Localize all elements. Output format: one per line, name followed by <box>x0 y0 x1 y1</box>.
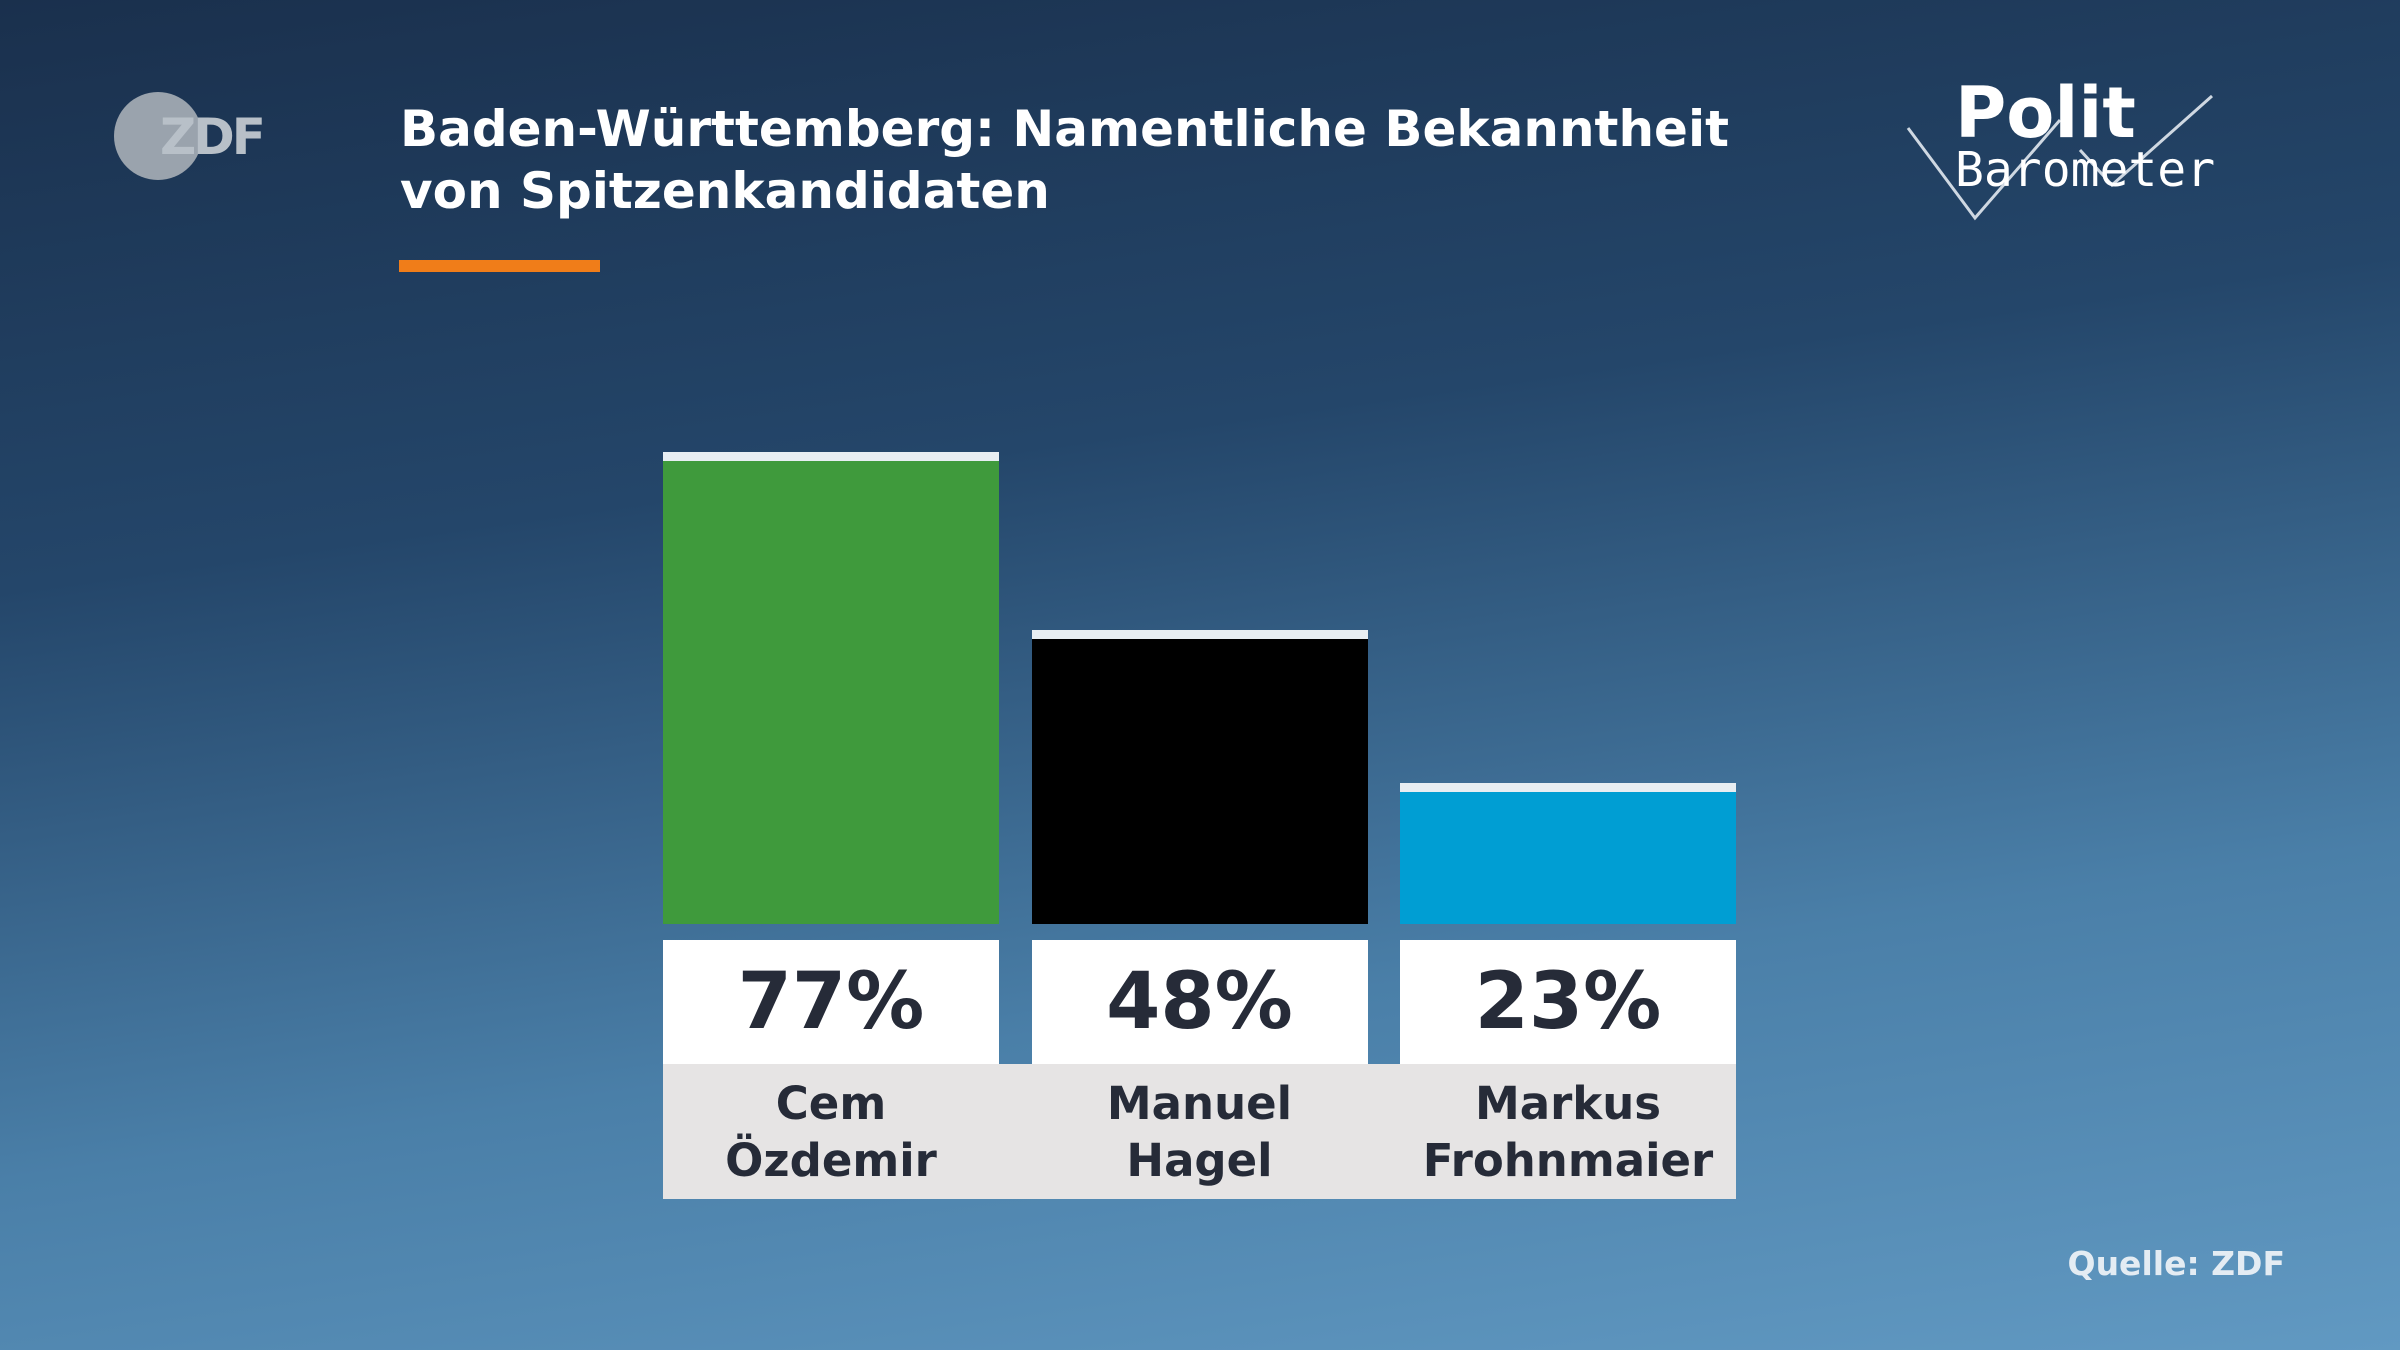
logo-circle <box>114 92 202 180</box>
category-label: Cem Özdemir <box>725 1076 937 1187</box>
brand-bottom: Barometer <box>1955 142 2216 198</box>
title-underline <box>399 260 600 272</box>
category-label: Markus Frohnmaier <box>1422 1076 1714 1187</box>
bar <box>663 451 999 924</box>
source: Quelle: ZDF <box>2067 1244 2285 1283</box>
chart-title: Baden-Württemberg: Namentliche Bekannthe… <box>400 100 1730 220</box>
value-label: 23% <box>1400 940 1736 1064</box>
bar <box>1400 783 1736 924</box>
category-label: Manuel Hagel <box>1106 1076 1293 1187</box>
bar <box>1031 629 1368 924</box>
value-label: 48% <box>1031 940 1368 1064</box>
brand-top: Polit <box>1955 72 2136 154</box>
logo: ZDF <box>160 108 266 166</box>
category-labels-band <box>663 1064 1736 1199</box>
value-label: 77% <box>663 940 999 1064</box>
